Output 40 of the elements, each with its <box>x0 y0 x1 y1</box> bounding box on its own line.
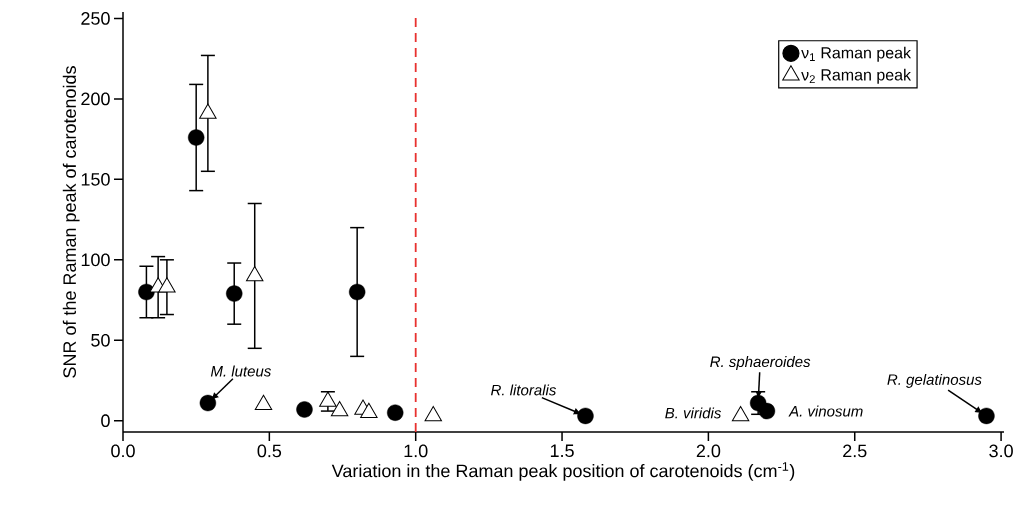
annotation: M. luteus <box>210 365 271 377</box>
y-axis-title: SNR of the Raman peak of carotenoids <box>62 66 80 378</box>
x-axis-title: Variation in the Raman peak position of carotenoids (cm$^{-1}$) <box>331 462 795 481</box>
point <box>226 285 243 302</box>
x-tick-label: 2.0 <box>696 444 721 458</box>
y-tick-label: 50 <box>91 333 110 347</box>
y-tick-label: 200 <box>81 92 110 106</box>
point <box>758 402 776 420</box>
annotation: B. viridis <box>665 407 722 419</box>
legend-label: ν$_{1}$ Raman peak <box>801 46 912 62</box>
point <box>254 394 273 410</box>
x-tick-label: 0.5 <box>257 444 282 458</box>
point <box>387 404 404 421</box>
point <box>577 407 594 425</box>
point <box>187 129 205 146</box>
point <box>296 401 313 418</box>
y-tick-label: 100 <box>81 253 110 267</box>
y-tick-label: 250 <box>81 12 110 25</box>
point <box>138 283 155 301</box>
x-tick-label: 0.0 <box>111 444 135 458</box>
annotation: R. sphaeroides <box>710 356 811 371</box>
x-tick-label: 3.0 <box>989 444 1013 458</box>
point <box>360 402 378 418</box>
point <box>731 405 750 422</box>
point <box>978 407 995 425</box>
x-tick-label: 2.5 <box>843 444 867 458</box>
point <box>245 265 264 282</box>
y-tick-label: 150 <box>81 172 110 186</box>
y-tick-label: 0 <box>101 414 110 428</box>
point <box>199 103 217 119</box>
annotation: A. vinosum <box>788 405 863 417</box>
point <box>199 394 217 412</box>
x-tick-label: 1.5 <box>550 444 574 458</box>
x-tick-label: 1.0 <box>404 444 428 458</box>
point <box>424 405 442 422</box>
legend-label: ν$_{2}$ Raman peak <box>801 68 912 84</box>
annotation: R. gelatinosus <box>887 373 982 388</box>
annotation: R. litoralis <box>490 384 557 396</box>
point <box>348 283 366 301</box>
point <box>158 277 176 293</box>
